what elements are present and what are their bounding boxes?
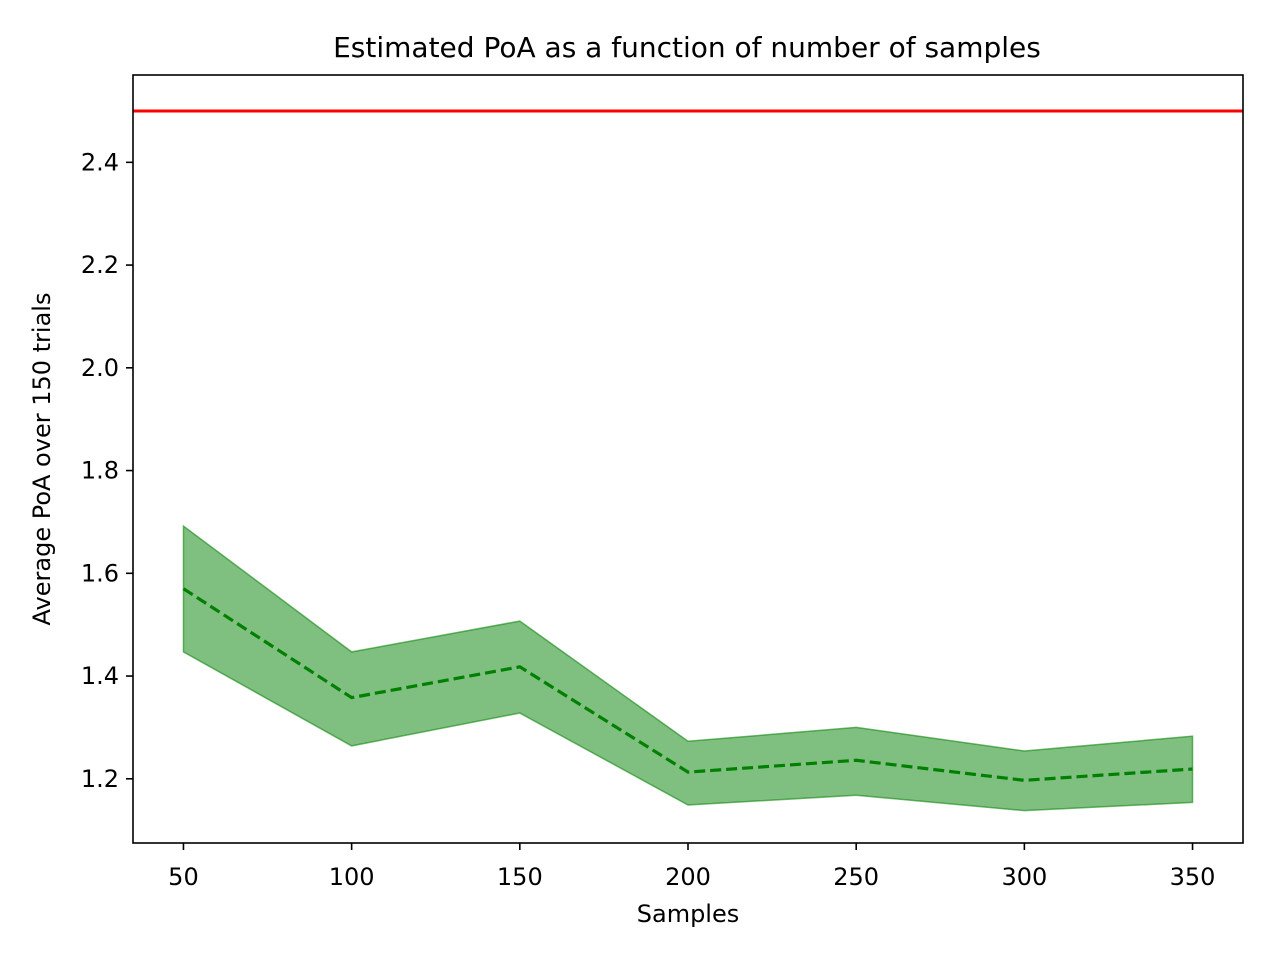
mean-series-line	[182, 587, 1193, 782]
y-tick-label: 1.8	[81, 457, 119, 485]
x-tick-label: 50	[168, 863, 199, 891]
y-tick-label: 2.4	[81, 148, 119, 176]
axes-frame	[132, 74, 1244, 844]
confidence-band	[182, 524, 1194, 812]
x-tick-label: 300	[1001, 863, 1047, 891]
y-tick-label: 1.2	[81, 765, 119, 793]
y-axis: 1.2 1.4 1.6 1.8 2.0 2.2 2.4	[81, 148, 133, 793]
x-tick-label: 200	[665, 863, 711, 891]
y-tick-label: 2.2	[81, 251, 119, 279]
y-axis-label: Average PoA over 150 trials	[28, 293, 56, 626]
x-tick-label: 150	[497, 863, 543, 891]
x-tick-label: 100	[329, 863, 375, 891]
x-axis-label: Samples	[637, 900, 740, 928]
plot-area	[133, 109, 1243, 812]
chart-title: Estimated PoA as a function of number of…	[333, 31, 1041, 64]
x-tick-label: 250	[833, 863, 879, 891]
y-tick-label: 1.6	[81, 559, 119, 587]
x-axis: 50 100 150 200 250 300 350	[168, 843, 1215, 891]
y-tick-label: 1.4	[81, 662, 119, 690]
y-tick-label: 2.0	[81, 354, 119, 382]
x-tick-label: 350	[1170, 863, 1216, 891]
